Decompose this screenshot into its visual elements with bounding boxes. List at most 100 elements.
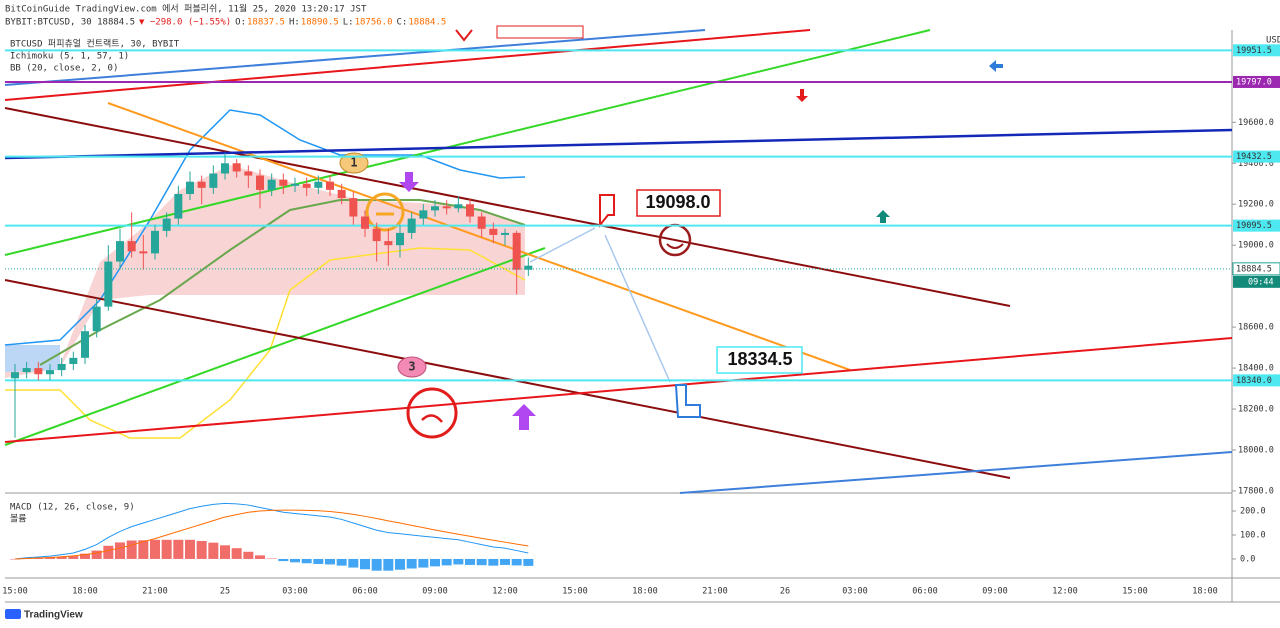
candle-body bbox=[291, 183, 299, 186]
level-tag bbox=[1233, 219, 1280, 232]
countdown-tag bbox=[1233, 275, 1280, 288]
up-arrow bbox=[876, 210, 890, 223]
x-tick-label: 26 bbox=[780, 587, 790, 597]
candle-body bbox=[314, 181, 323, 188]
macd-histogram bbox=[68, 556, 79, 559]
y-tick-label: 19200.0 bbox=[1238, 200, 1274, 210]
trendline bbox=[4, 29, 706, 86]
macd-histogram bbox=[348, 558, 359, 568]
x-tick-label: 21:00 bbox=[702, 587, 728, 597]
macd-histogram bbox=[220, 545, 230, 559]
x-tick-label: 12:00 bbox=[1052, 587, 1078, 597]
candle-body bbox=[244, 171, 253, 176]
macd-histogram bbox=[103, 545, 114, 559]
x-tick-label: 15:00 bbox=[1122, 587, 1148, 597]
note-box-cut bbox=[496, 25, 584, 39]
candle-body bbox=[337, 189, 346, 199]
candle-body bbox=[104, 261, 113, 307]
candle-body bbox=[116, 241, 124, 262]
level-label: 18340.0 bbox=[1236, 376, 1272, 386]
hand-icon bbox=[455, 29, 473, 42]
axis-unit: USD bbox=[1266, 36, 1280, 46]
down-arrow bbox=[399, 172, 419, 192]
ohlc-label: L: bbox=[343, 18, 354, 28]
candle-body bbox=[81, 331, 89, 358]
level-label: 19797.0 bbox=[1236, 77, 1272, 87]
macd-histogram bbox=[80, 553, 90, 559]
macd-histogram bbox=[360, 558, 370, 570]
trendline bbox=[4, 279, 1011, 479]
macd-histogram bbox=[255, 555, 265, 559]
macd-histogram bbox=[430, 558, 440, 567]
candle-body bbox=[442, 206, 451, 209]
y-tick-label: 17800.0 bbox=[1238, 486, 1274, 496]
emoji-mouth bbox=[421, 414, 443, 423]
left-arrow bbox=[989, 60, 1003, 72]
macd-histogram bbox=[453, 558, 464, 565]
y-tick-label: 18600.0 bbox=[1238, 323, 1274, 333]
y-tick-label: 19400.0 bbox=[1238, 159, 1274, 169]
trendline bbox=[4, 107, 1011, 307]
ohlc-label: C: bbox=[397, 18, 408, 28]
legend-item: Ichimoku (5, 1, 57, 1) bbox=[10, 52, 129, 62]
trendline bbox=[4, 247, 546, 446]
y-tick-label: 19600.0 bbox=[1238, 118, 1274, 128]
level-tag bbox=[1233, 374, 1280, 387]
candle-body bbox=[279, 179, 288, 186]
x-tick-label: 06:00 bbox=[352, 587, 378, 597]
trendline bbox=[4, 337, 1233, 443]
candle-body bbox=[69, 357, 78, 364]
y-tick-label: 0.0 bbox=[1240, 554, 1255, 564]
macd-histogram bbox=[336, 558, 347, 566]
candle-body bbox=[11, 372, 19, 379]
macd-histogram bbox=[196, 540, 207, 559]
trendline bbox=[4, 128, 1233, 160]
bubble-label: 1 bbox=[350, 156, 357, 170]
macd-histogram bbox=[511, 558, 522, 566]
down-arrow bbox=[796, 89, 808, 102]
signal-line bbox=[14, 509, 529, 560]
macd-histogram bbox=[290, 558, 300, 563]
y-tick-label: 18000.0 bbox=[1238, 445, 1274, 455]
candle-body bbox=[477, 216, 486, 229]
candle-body bbox=[46, 370, 54, 375]
x-tick-label: 06:00 bbox=[912, 587, 938, 597]
macd-histogram bbox=[383, 558, 394, 571]
macd-histogram bbox=[243, 551, 254, 559]
level-tag bbox=[1233, 75, 1280, 88]
x-tick-label: 12:00 bbox=[492, 587, 518, 597]
candle-body bbox=[22, 368, 31, 373]
macd-histogram bbox=[441, 558, 452, 566]
emoji-dizzy bbox=[406, 387, 458, 439]
y-tick-label: 18400.0 bbox=[1238, 364, 1274, 374]
macd-title: MACD (12, 26, close, 9) bbox=[10, 503, 135, 513]
candle-body bbox=[349, 198, 358, 217]
emoji-neutral bbox=[365, 192, 405, 232]
candle-body bbox=[302, 183, 311, 188]
change: ▼ −298.0 (−1.55%) bbox=[139, 18, 231, 28]
candle-body bbox=[326, 181, 334, 190]
macd-histogram bbox=[185, 539, 195, 559]
macd-histogram bbox=[173, 539, 184, 559]
ohlc-value: 18884.5 bbox=[408, 18, 446, 28]
candle-body bbox=[361, 216, 369, 229]
candle-body bbox=[384, 241, 393, 246]
macd-histogram bbox=[161, 539, 172, 559]
macd-histogram bbox=[278, 558, 289, 562]
candle-body bbox=[151, 230, 159, 254]
hand-icon bbox=[599, 194, 615, 228]
candle-body bbox=[512, 232, 521, 270]
hand-icon bbox=[674, 384, 701, 418]
candle-body bbox=[197, 181, 206, 188]
note-box bbox=[636, 189, 721, 217]
annotation-price: 19098.0 bbox=[645, 192, 710, 212]
candle-body bbox=[524, 265, 533, 270]
candle-body bbox=[454, 204, 463, 209]
candle-body bbox=[186, 181, 194, 194]
macd-histogram bbox=[476, 558, 487, 566]
macd-histogram bbox=[231, 548, 242, 559]
x-tick-label: 03:00 bbox=[282, 587, 308, 597]
macd-histogram bbox=[523, 558, 534, 566]
